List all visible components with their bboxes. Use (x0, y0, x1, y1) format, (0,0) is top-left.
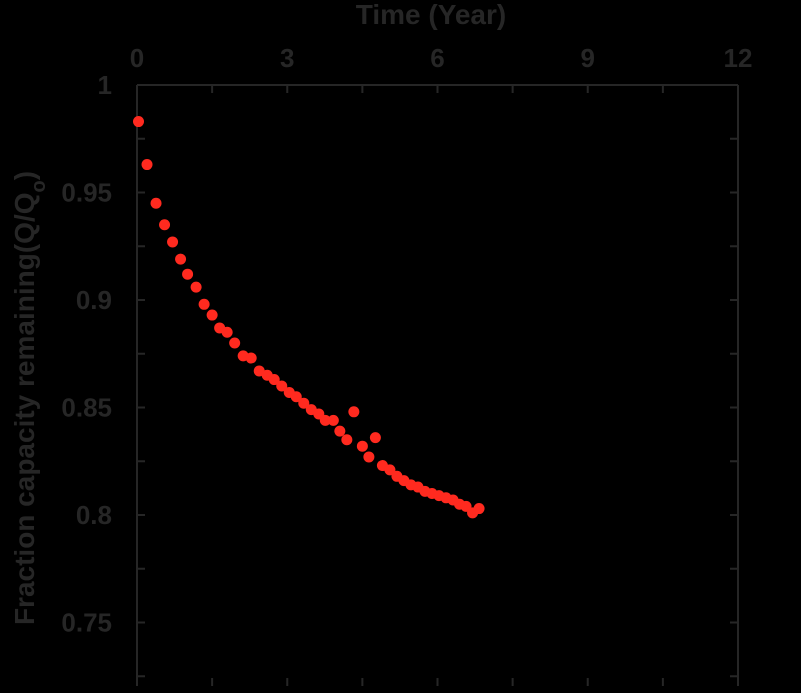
data-point (384, 464, 396, 476)
y-tick-label: 1 (98, 70, 112, 100)
data-point (334, 425, 346, 437)
y-tick-label: 0.9 (76, 285, 112, 315)
y-ticks: 0.75 0.8 0.85 0.9 0.95 1 (61, 70, 738, 678)
data-point (190, 281, 202, 293)
data-point (327, 414, 339, 426)
y-tick-label: 0.75 (61, 608, 112, 638)
x-ticks: 0 3 6 9 12 (130, 43, 753, 686)
x-tick-label: 0 (130, 43, 144, 73)
data-point (276, 380, 288, 392)
x-axis-title: Time (Year) (356, 0, 506, 30)
data-point (356, 440, 368, 452)
data-point (369, 432, 381, 444)
y-axis-title-end: ) (9, 171, 40, 180)
data-point (268, 374, 280, 386)
data-point (167, 236, 179, 248)
x-tick-label: 9 (581, 43, 595, 73)
data-point (175, 253, 187, 265)
data-point (473, 503, 485, 515)
data-point (341, 434, 353, 446)
y-tick-label: 0.95 (61, 178, 112, 208)
data-point (198, 298, 210, 310)
x-tick-label: 3 (280, 43, 294, 73)
data-point (245, 352, 257, 364)
x-tick-label: 12 (724, 43, 753, 73)
data-point (319, 414, 331, 426)
data-point (221, 326, 233, 338)
data-point (150, 197, 162, 209)
y-axis-title-main: Fraction capacity remaining(Q/Q (9, 192, 40, 625)
data-point (298, 397, 310, 409)
data-point (348, 406, 360, 418)
y-tick-label: 0.8 (76, 500, 112, 530)
data-point (363, 451, 375, 463)
data-point (206, 309, 218, 321)
data-point (290, 391, 302, 403)
data-point (133, 116, 145, 128)
data-point (141, 159, 153, 171)
y-axis-title: Fraction capacity remaining(Q/Qo) (9, 171, 50, 625)
x-tick-label: 6 (430, 43, 444, 73)
data-point (182, 268, 194, 280)
y-axis-title-sub: o (28, 180, 50, 192)
data-point (229, 337, 241, 349)
y-tick-label: 0.85 (61, 393, 112, 423)
data-points (133, 116, 485, 519)
data-point (159, 219, 171, 231)
